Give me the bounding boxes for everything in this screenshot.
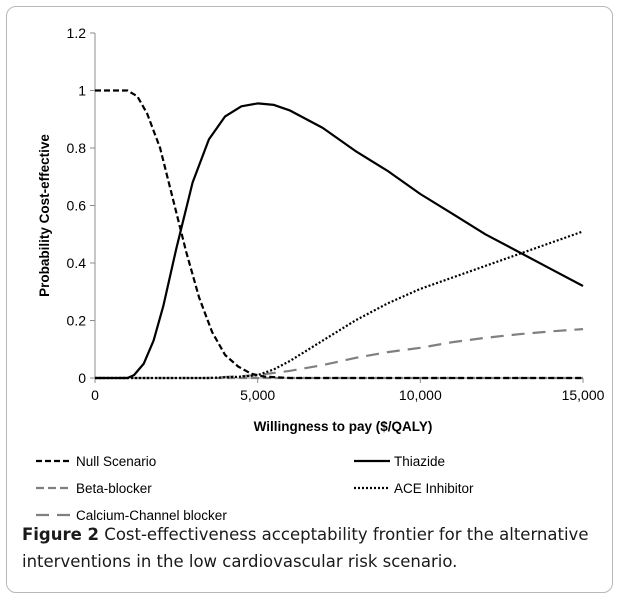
legend-label-calcium-channel-blocker: Calcium-Channel blocker (76, 508, 227, 520)
legend-label-beta-blocker: Beta-blocker (76, 481, 152, 496)
x-tick-label: 15,000 (562, 387, 605, 403)
caption-text: Cost-effectiveness acceptability frontie… (22, 525, 589, 571)
x-tick-label: 5,000 (240, 387, 275, 403)
caption-label: Figure 2 (22, 525, 100, 544)
x-axis-label: Willingness to pay ($/QALY) (254, 419, 433, 434)
chart-canvas: 0 0.2 0.4 0.6 0.8 1 1.2 0 5,000 10,000 15,000 Willi… (36, 25, 605, 520)
y-axis-label: Probability Cost-effective (37, 134, 52, 297)
y-tick-label: 0.2 (67, 313, 87, 329)
series-line-ace-inhibitor (95, 230, 584, 380)
legend-label-null-scenario: Null Scenario (76, 454, 156, 469)
series-lines (95, 89, 584, 380)
y-tick-label: 1 (78, 83, 86, 99)
y-tick-label: 0 (78, 370, 86, 386)
figure-frame (6, 6, 613, 593)
series-line-thiazide (95, 102, 584, 380)
y-tick-label: 1.2 (67, 25, 87, 41)
series-line-calcium-channel-blocker (95, 328, 584, 380)
y-tick-label: 0.4 (67, 255, 87, 271)
x-tick-label: 0 (91, 387, 99, 403)
legend-label-ace-inhibitor: ACE Inhibitor (394, 481, 474, 496)
legend: Null Scenario Thiazide Beta-blocker ACE Inh… (36, 454, 474, 520)
x-tick-label: 10,000 (399, 387, 442, 403)
y-tick-label: 0.8 (67, 140, 87, 156)
legend-label-thiazide: Thiazide (394, 454, 445, 469)
axes: 0 0.2 0.4 0.6 0.8 1 1.2 0 5,000 10,000 15,000 Willi… (37, 25, 605, 434)
series-line-null-scenario (95, 89, 583, 380)
y-tick-label: 0.6 (67, 198, 87, 214)
figure-caption: Figure 2 Cost-effectiveness acceptabilit… (22, 521, 614, 575)
